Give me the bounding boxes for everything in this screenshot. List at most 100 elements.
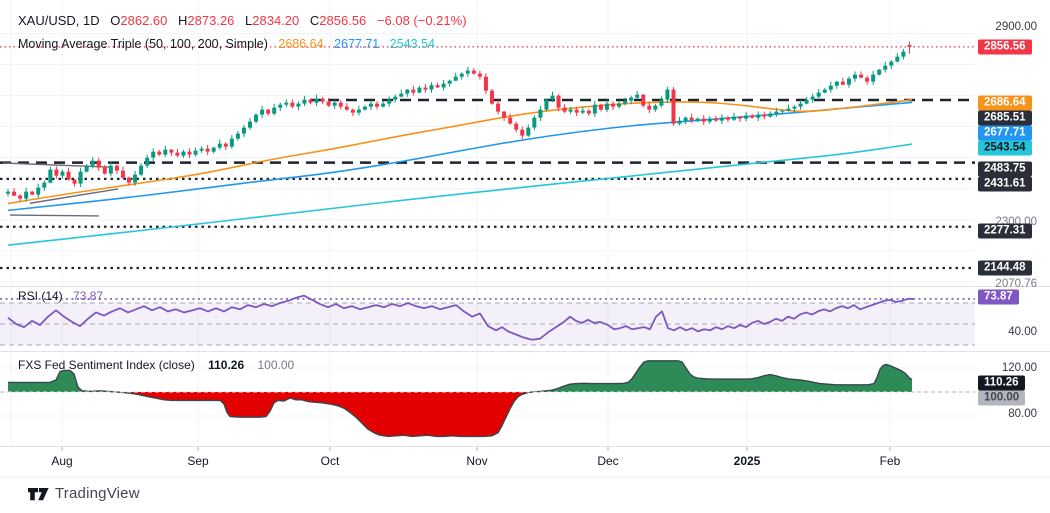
tradingview-logo-text: TradingView: [55, 485, 140, 502]
candle: [296, 103, 301, 107]
candle: [834, 81, 839, 86]
candle: [314, 98, 319, 103]
candle: [344, 106, 349, 110]
fed-sentiment-legend-row[interactable]: FXS Fed Sentiment Index (close) 110.26 1…: [18, 358, 294, 372]
candle: [725, 117, 730, 120]
price-axis-label: 2900.00: [995, 21, 1037, 33]
price-axis-label: 80.00: [1008, 408, 1037, 420]
candle: [78, 171, 83, 184]
candle: [750, 115, 755, 118]
candle: [399, 93, 404, 97]
candle: [48, 169, 53, 183]
candle: [90, 160, 95, 166]
candle: [272, 107, 277, 114]
candle: [647, 105, 652, 110]
price-axis-badge: 2431.61: [978, 176, 1032, 192]
candle: [96, 160, 101, 168]
candle: [36, 187, 41, 195]
rsi-legend-row[interactable]: RSI (14) 73.87: [18, 289, 103, 303]
candle: [822, 89, 827, 93]
candle: [514, 123, 519, 130]
candle: [72, 179, 77, 184]
candle: [659, 99, 664, 106]
time-axis-label: 2025: [733, 454, 761, 468]
candle: [423, 87, 428, 90]
candle: [562, 107, 567, 112]
time-axis-label: Nov: [466, 454, 488, 468]
candle: [326, 101, 331, 106]
candle: [671, 89, 676, 124]
time-axis-label: Dec: [597, 454, 619, 468]
time-axis-label: Feb: [879, 454, 901, 468]
candle: [574, 109, 579, 113]
price-axis-badge: 100.00: [978, 390, 1026, 406]
candle: [278, 104, 283, 108]
candle: [846, 78, 851, 85]
candle: [786, 108, 791, 111]
time-axis-label: Aug: [51, 454, 73, 468]
candle: [774, 111, 779, 114]
candle: [526, 127, 531, 136]
candle: [617, 103, 622, 107]
rsi-line: [7, 294, 915, 341]
candle: [369, 103, 373, 107]
candle: [508, 117, 513, 124]
candle: [532, 117, 537, 128]
candle: [580, 110, 585, 113]
candle: [42, 182, 47, 188]
candle: [502, 111, 507, 118]
price-axis-badge: 2543.54: [978, 140, 1032, 156]
candle: [133, 174, 138, 183]
price-axis-label: 2070.76: [995, 278, 1037, 290]
candle: [332, 102, 337, 106]
candle: [550, 95, 555, 100]
ma-indicator-legend-row[interactable]: Moving Average Triple (50, 100, 200, Sim…: [18, 37, 435, 51]
candle: [435, 85, 440, 88]
ma50-value: 2686.64: [278, 37, 324, 51]
candle: [883, 65, 888, 70]
candle: [732, 116, 736, 120]
sentiment-area-negative: [8, 392, 912, 437]
price-axis-badge: 73.87: [978, 289, 1019, 305]
candle: [611, 103, 615, 107]
candle: [816, 92, 821, 97]
candle: [707, 118, 712, 122]
candle: [586, 110, 591, 114]
candle: [102, 167, 107, 174]
candle: [907, 45, 912, 47]
symbol-title: XAU/USD, 1D: [18, 13, 100, 28]
candle: [677, 120, 682, 124]
candle: [108, 165, 113, 174]
candle: [66, 171, 71, 180]
symbol-legend-row[interactable]: XAU/USD, 1D O2862.60 H2873.26 L2834.20 C…: [18, 13, 467, 28]
close-value: 2856.56: [319, 13, 367, 28]
candle: [145, 157, 150, 166]
candle: [151, 151, 156, 158]
candle: [157, 151, 162, 155]
candle: [538, 109, 543, 118]
candle: [865, 77, 870, 82]
candle: [429, 85, 434, 90]
price-axis-badge: 2686.64: [978, 95, 1032, 111]
candle: [199, 148, 204, 151]
candle: [689, 117, 694, 121]
price-axis-label: 40.00: [1008, 326, 1037, 338]
candle: [254, 114, 259, 122]
candle: [187, 151, 192, 155]
tradingview-logo-link[interactable]: TradingView: [28, 485, 140, 502]
candle: [713, 118, 718, 121]
price-axis-badge: 2483.75: [978, 161, 1032, 177]
candle: [465, 70, 470, 74]
candle: [54, 169, 59, 176]
candle: [828, 85, 833, 90]
candle: [114, 165, 119, 171]
price-axis-badge: 2685.51: [978, 110, 1032, 126]
candle: [744, 115, 749, 119]
candle: [477, 73, 482, 77]
candle: [266, 109, 271, 114]
candle: [556, 95, 561, 108]
candle: [169, 149, 174, 153]
candlestick-series: [6, 41, 912, 202]
